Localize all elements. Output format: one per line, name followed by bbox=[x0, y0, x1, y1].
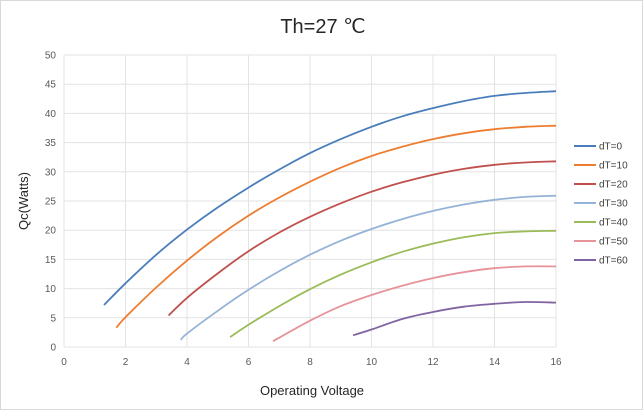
x-tick-label: 0 bbox=[61, 357, 67, 368]
legend-label: dT=50 bbox=[599, 237, 628, 248]
y-tick-label: 5 bbox=[50, 313, 56, 324]
y-tick-label: 0 bbox=[50, 343, 56, 354]
y-tick-label: 10 bbox=[45, 284, 57, 295]
x-tick-label: 8 bbox=[307, 357, 313, 368]
x-tick-label: 10 bbox=[366, 357, 378, 368]
chart-title: Th=27 ℃ bbox=[280, 16, 365, 38]
y-tick-label: 50 bbox=[45, 51, 57, 62]
series-line-dt-30 bbox=[180, 194, 557, 341]
x-tick-label: 4 bbox=[184, 357, 190, 368]
x-axis-title: Operating Voltage bbox=[260, 383, 364, 398]
legend-label: dT=20 bbox=[599, 180, 628, 191]
legend-label: dT=10 bbox=[599, 161, 628, 172]
y-axis-title: Qc(Watts) bbox=[16, 172, 31, 230]
series-line-dt-10 bbox=[115, 124, 557, 329]
legend: dT=0 dT=10 dT=20 dT=30 dT=40 dT=50 dT=60 bbox=[574, 142, 628, 267]
gridlines bbox=[63, 54, 557, 348]
x-tick-label: 12 bbox=[427, 357, 439, 368]
y-tick-label: 15 bbox=[45, 255, 57, 266]
x-tick-label: 6 bbox=[246, 357, 252, 368]
series-line-dt-60 bbox=[352, 301, 557, 337]
legend-label: dT=30 bbox=[599, 199, 628, 210]
series-line-dt-40 bbox=[229, 229, 557, 338]
x-tick-label: 2 bbox=[123, 357, 129, 368]
legend-label: dT=60 bbox=[599, 256, 628, 267]
series-line-dt-50 bbox=[272, 265, 557, 342]
legend-label: dT=0 bbox=[599, 142, 623, 153]
y-tick-label: 20 bbox=[45, 226, 57, 237]
y-tick-label: 40 bbox=[45, 109, 57, 120]
y-tick-label: 45 bbox=[45, 80, 57, 91]
series-line-dt-20 bbox=[167, 160, 557, 317]
y-tick-label: 25 bbox=[45, 197, 57, 208]
x-tick-label: 16 bbox=[550, 357, 562, 368]
y-tick-label: 30 bbox=[45, 167, 57, 178]
tick-labels: 0 5 10 15 20 25 30 35 40 45 50 0 2 4 6 8 10 12 14 16 bbox=[45, 51, 562, 369]
x-tick-label: 14 bbox=[489, 357, 501, 368]
y-tick-label: 35 bbox=[45, 138, 57, 149]
series-line-dt-0 bbox=[103, 90, 557, 306]
legend-label: dT=40 bbox=[599, 218, 628, 229]
series-lines bbox=[103, 90, 557, 342]
